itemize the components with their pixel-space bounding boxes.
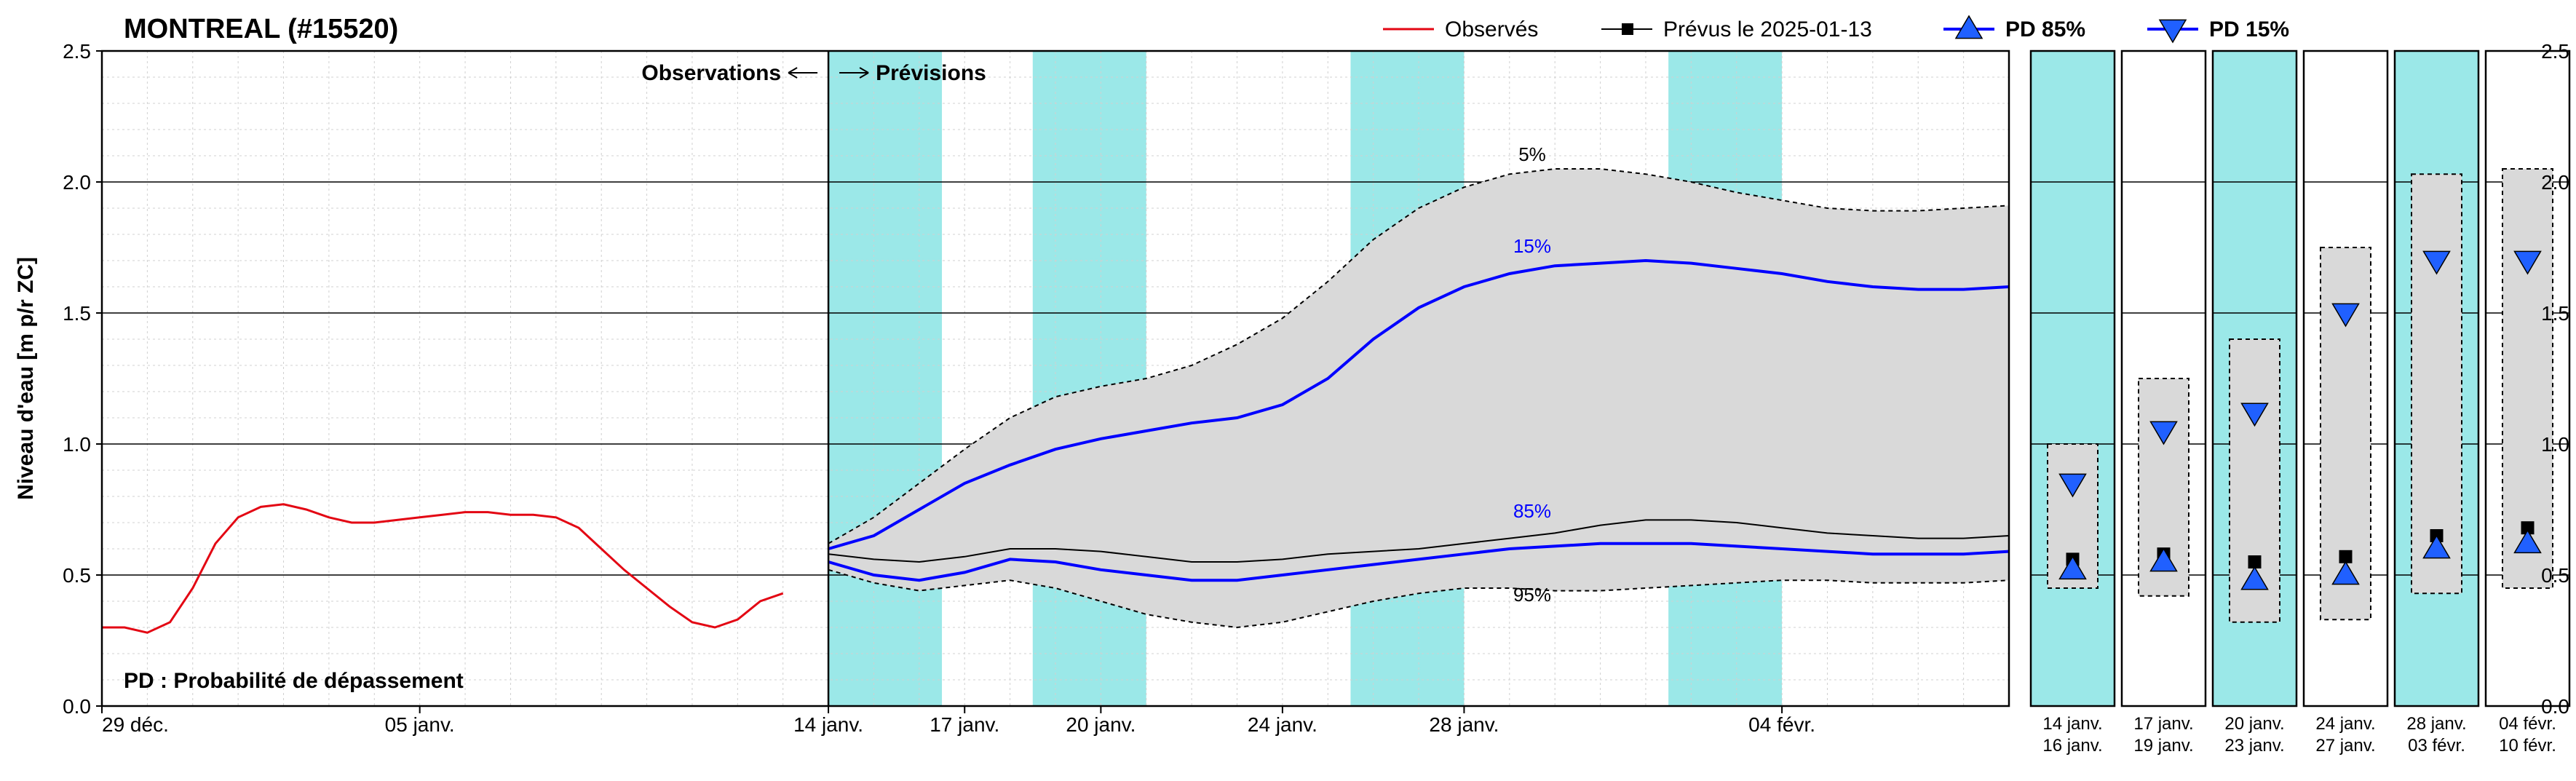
panel-date-end: 27 janv.	[2315, 736, 2375, 756]
y-axis-title: Niveau d'eau [m p/r ZC]	[14, 257, 38, 500]
x-tick-label: 14 janv.	[793, 713, 863, 736]
percent-label: 95%	[1513, 584, 1551, 606]
side-panel: 28 janv.03 févr.	[2395, 51, 2478, 756]
x-tick-label: 20 janv.	[1066, 713, 1136, 736]
y-tick-label: 0.0	[63, 695, 91, 718]
percent-label: 15%	[1513, 235, 1551, 257]
y2-tick-label: 1.0	[2541, 433, 2569, 456]
chart-title: MONTREAL (#15520)	[124, 14, 398, 44]
observed-line	[102, 504, 783, 633]
y-tick-label: 1.0	[63, 433, 91, 456]
percent-label: 85%	[1513, 500, 1551, 522]
side-panel: 20 janv.23 janv.	[2213, 51, 2296, 756]
y-tick-label: 1.5	[63, 302, 91, 325]
legend: Observés Prévus le 2025-01-13 PD 85% PD 15%	[1383, 16, 2289, 42]
panel-date-end: 23 janv.	[2224, 736, 2284, 756]
side-panel: 14 janv.16 janv.	[2031, 51, 2115, 756]
observations-label: Observations	[641, 61, 781, 85]
side-panel: 17 janv.19 janv.	[2122, 51, 2206, 756]
x-tick-label: 04 févr.	[1748, 713, 1815, 736]
y2-tick-label: 1.5	[2541, 302, 2569, 325]
percent-label: 5%	[1518, 143, 1546, 165]
side-panel: 24 janv.27 janv.	[2304, 51, 2387, 756]
legend-forecast-label: Prévus le 2025-01-13	[1663, 17, 1872, 41]
panel-date-start: 28 janv.	[2406, 714, 2466, 734]
y-tick-label: 2.0	[63, 171, 91, 194]
legend-pd85-label: PD 85%	[2005, 17, 2085, 41]
x-tick-label: 24 janv.	[1248, 713, 1317, 736]
side-panels: 14 janv.16 janv.17 janv.19 janv.20 janv.…	[2031, 51, 2569, 756]
y2-tick-label: 0.0	[2541, 695, 2569, 718]
y-tick-label: 0.5	[63, 564, 91, 587]
panel-date-end: 10 févr.	[2499, 736, 2556, 756]
legend-pd15-label: PD 15%	[2209, 17, 2289, 41]
panel-date-start: 20 janv.	[2224, 714, 2284, 734]
panel-date-start: 17 janv.	[2133, 714, 2193, 734]
y2-tick-label: 2.0	[2541, 171, 2569, 194]
panel-date-start: 14 janv.	[2042, 714, 2102, 734]
panel-date-end: 16 janv.	[2042, 736, 2102, 756]
previsions-label: Prévisions	[876, 61, 986, 85]
side-panel: 04 févr.10 févr.	[2486, 51, 2569, 756]
x-tick-label: 28 janv.	[1429, 713, 1499, 736]
panel-date-end: 19 janv.	[2133, 736, 2193, 756]
triangle-up-icon	[1956, 16, 1982, 39]
pd-note: PD : Probabilité de dépassement	[124, 669, 464, 693]
main-chart: 5% 15% 85% 95% Observations Prévisions PD : Pr…	[102, 51, 2009, 706]
legend-observed-label: Observés	[1445, 17, 1538, 41]
panel-date-end: 03 févr.	[2408, 736, 2465, 756]
triangle-down-icon	[2160, 20, 2186, 42]
y2-tick-label: 0.5	[2541, 564, 2569, 587]
panel-date-start: 24 janv.	[2315, 714, 2375, 734]
x-tick-label: 17 janv.	[930, 713, 999, 736]
y-tick-label: 2.5	[63, 40, 91, 63]
y2-tick-label: 2.5	[2541, 40, 2569, 63]
x-tick-label: 05 janv.	[385, 713, 455, 736]
weekend-band	[828, 51, 942, 706]
x-tick-label: 29 déc.	[102, 713, 169, 736]
